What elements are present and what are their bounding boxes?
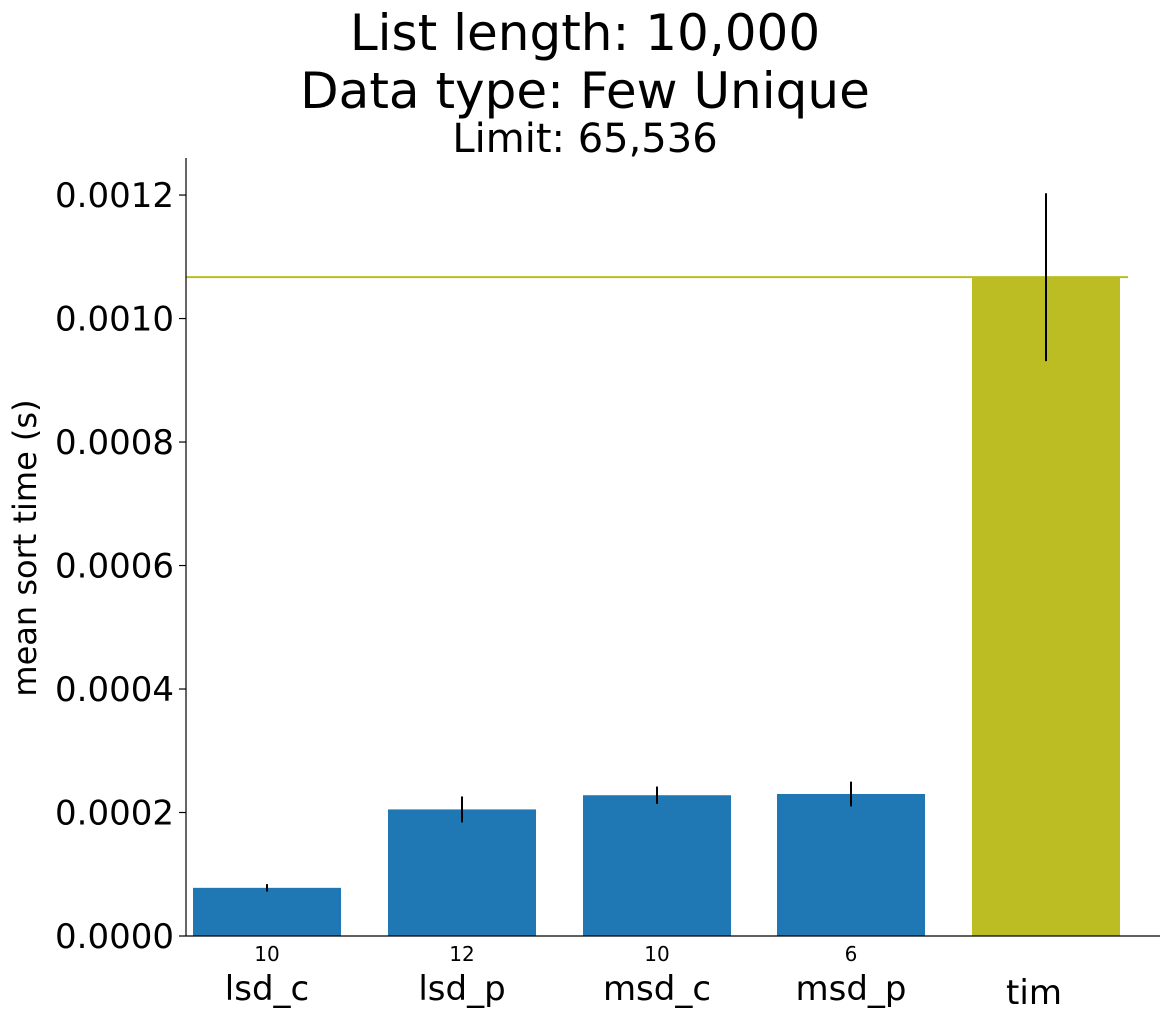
x-tick-label: tim (1006, 973, 1062, 1013)
y-tick-label: 0.0012 (55, 176, 174, 216)
y-axis-label: mean sort time (s) (6, 399, 44, 696)
chart-title-line-2: Data type: Few Unique (300, 62, 870, 120)
chart-subtitle: Limit: 65,536 (452, 116, 717, 162)
bar-count-label: 10 (644, 942, 669, 966)
chart-title-line-1: List length: 10,000 (350, 4, 820, 62)
x-tick-label: lsd_p (418, 969, 505, 1009)
bar-lsd_c (193, 887, 341, 936)
x-tick-label: lsd_c (225, 969, 309, 1009)
y-tick-label: 0.0004 (55, 670, 174, 710)
y-tick-label: 0.0000 (55, 917, 174, 957)
plot-area: 0.0000 0.0002 0.0004 0.0006 0.0008 0.0010 0.00… (55, 158, 1160, 1013)
bar-count-label: 6 (845, 942, 858, 966)
bar-count-label: 10 (254, 942, 279, 966)
x-tick-label: msd_c (603, 969, 711, 1009)
x-tick-label: msd_p (796, 969, 907, 1009)
bar-lsd_p (388, 809, 536, 936)
y-tick-label: 0.0008 (55, 423, 174, 463)
bar-count-label: 12 (449, 942, 474, 966)
y-tick-label: 0.0006 (55, 547, 174, 587)
y-tick-label: 0.0010 (55, 300, 174, 340)
y-tick-label: 0.0002 (55, 794, 174, 834)
bar-tim (972, 277, 1120, 937)
bar-msd_c (583, 795, 731, 936)
bar-msd_p (777, 793, 925, 936)
